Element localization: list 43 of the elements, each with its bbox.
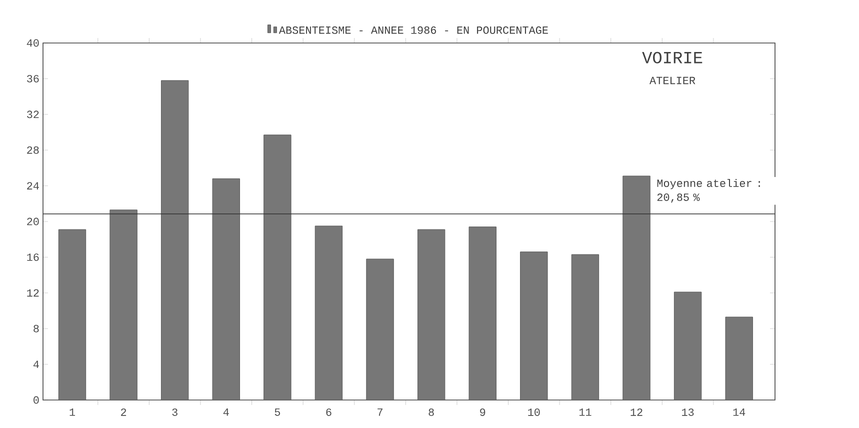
- ref-line-label: Moyenne atelier : 20,85 %: [657, 178, 760, 203]
- bar: [571, 254, 600, 400]
- y-tick-label: 40: [26, 39, 39, 47]
- x-tick-label: 9: [480, 408, 486, 416]
- x-tick-label: 13: [682, 408, 694, 416]
- bar: [160, 80, 189, 400]
- bar: [212, 178, 240, 400]
- bar: [314, 226, 343, 400]
- bar: [417, 229, 446, 400]
- x-tick-label: 5: [274, 408, 280, 416]
- x-tick-label: 4: [223, 408, 229, 416]
- y-tick-label: 20: [27, 218, 39, 226]
- bar: [674, 292, 702, 400]
- bar: [622, 176, 650, 400]
- y-tick-label: 36: [27, 74, 39, 82]
- x-tick-label: 12: [630, 408, 642, 416]
- y-tick-label: 24: [27, 182, 39, 190]
- bar: [366, 258, 394, 400]
- bar: [468, 226, 496, 400]
- y-tick-label: 28: [27, 146, 39, 154]
- bar: [58, 229, 86, 400]
- x-tick-label: 6: [326, 408, 332, 416]
- chart-title: VOIRIE: [642, 52, 702, 64]
- bar: [264, 134, 292, 400]
- x-tick-label: 10: [528, 408, 540, 416]
- y-tick-label: 0: [34, 396, 39, 404]
- x-tick-label: 8: [428, 408, 434, 416]
- text: ATELIER: [650, 76, 696, 84]
- bar: [725, 316, 753, 400]
- y-tick-label: 16: [27, 253, 39, 261]
- x-tick-label: 11: [579, 408, 592, 416]
- legend-label: ABSENTEISME - ANNEE 1986 - EN POURCENTAGE: [278, 26, 548, 34]
- y-tick-label: 32: [27, 110, 39, 118]
- y-tick-label: 12: [27, 289, 39, 297]
- bar: [110, 210, 138, 400]
- x-tick-label: 3: [172, 408, 178, 416]
- x-tick-label: 1: [70, 408, 75, 416]
- x-tick-label: 2: [121, 408, 126, 416]
- y-tick-label: 4: [33, 360, 39, 368]
- bar: [520, 252, 548, 400]
- y-tick-label: 8: [34, 324, 39, 332]
- x-tick-label: 14: [733, 408, 746, 416]
- x-tick-label: 7: [378, 408, 382, 416]
